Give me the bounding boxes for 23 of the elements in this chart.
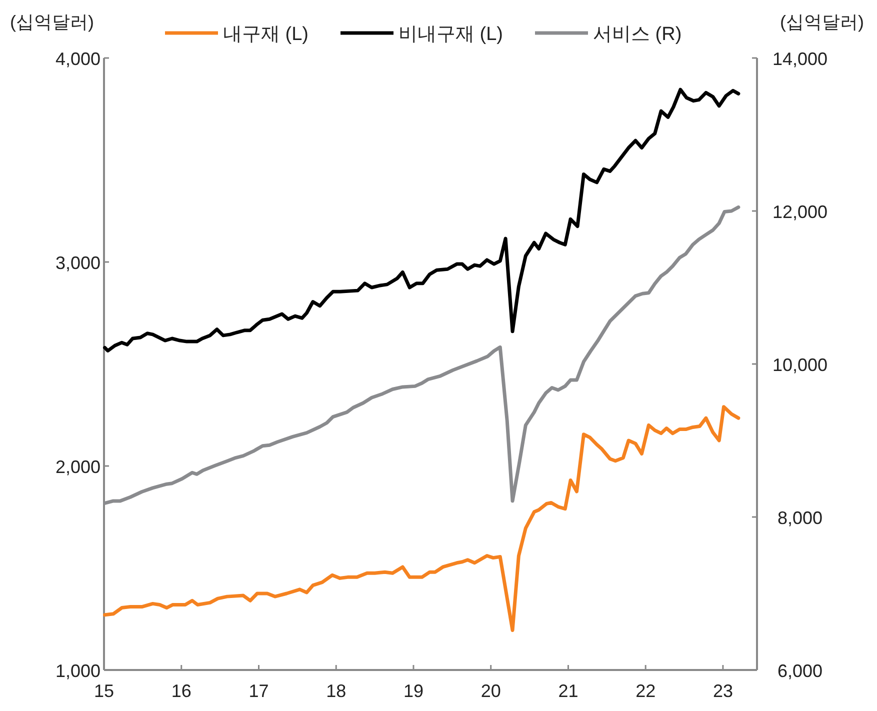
y2-tick: 12,000 [772,202,828,222]
x-tick: 19 [403,681,424,701]
y2-tick: 6,000 [777,661,823,681]
y2-tick: 10,000 [772,355,828,375]
x-tick: 18 [326,681,346,701]
y2-tick: 8,000 [777,508,823,528]
x-tick: 17 [248,681,269,701]
x-tick: 15 [94,681,114,701]
x-tick: 16 [171,681,192,701]
legend-label: 서비스 (R) [593,24,682,45]
legend-label: 내구재 (L) [223,24,308,45]
x-tick: 20 [480,681,501,701]
legend-label: 비내구재 (L) [398,24,503,45]
y2-tick: 14,000 [772,49,828,69]
y2label: (십억달러) [780,12,864,32]
x-tick: 22 [636,681,656,701]
y-tick: 3,000 [55,253,101,273]
x-tick: 21 [558,681,578,701]
x-tick: 23 [712,681,733,701]
y-tick: 1,000 [55,661,101,681]
y-tick: 4,000 [55,49,101,69]
ylabel: (십억달러) [10,12,94,32]
y-tick: 2,000 [55,457,101,477]
